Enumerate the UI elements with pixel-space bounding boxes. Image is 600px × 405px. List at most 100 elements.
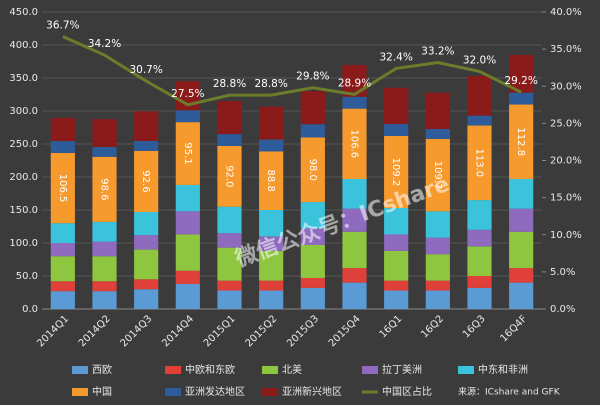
bar-segment	[92, 156, 117, 222]
y-tick-label: 0.0	[22, 304, 38, 315]
legend-swatch	[72, 388, 88, 396]
bar-segment	[384, 135, 409, 209]
bar-segment	[134, 235, 159, 250]
bar-segment	[50, 291, 75, 309]
y2-tick-label: 25.0%	[550, 118, 582, 129]
bar-segment	[217, 134, 242, 146]
y2-tick-label: 10.0%	[550, 230, 582, 241]
legend-swatch	[458, 366, 474, 374]
bar-segment	[217, 247, 242, 281]
bar-segment	[425, 237, 450, 255]
bar-segment	[425, 280, 450, 291]
legend-label: 中国	[92, 385, 112, 398]
bar-segment	[259, 280, 284, 291]
data-label: 98.6	[99, 178, 110, 200]
y-tick-label: 450.0	[9, 7, 38, 18]
bar-segment	[342, 65, 367, 97]
y-tick-label: 250.0	[9, 139, 38, 150]
bar-segment	[50, 117, 75, 142]
y2-tick-label: 40.0%	[550, 7, 582, 18]
line-label: 34.2%	[88, 38, 121, 50]
bar-segment	[467, 276, 492, 288]
legend-swatch	[72, 366, 88, 374]
bar-segment	[50, 141, 75, 153]
y-tick-label: 300.0	[9, 106, 38, 117]
bar-segment	[134, 289, 159, 309]
data-label: 92.0	[224, 165, 235, 187]
legend-label: 亚洲发达地区	[185, 385, 245, 398]
bar-segment	[384, 234, 409, 251]
bar-segment	[425, 290, 450, 309]
legend-label: 拉丁美洲	[382, 363, 422, 376]
bar-segment	[509, 92, 534, 105]
bar-segment	[300, 124, 325, 138]
legend-swatch	[262, 366, 278, 374]
bar-segment	[425, 211, 450, 238]
bar-segment	[425, 129, 450, 139]
legend-label: 中国区占比	[382, 385, 432, 398]
legend-swatch	[165, 388, 181, 396]
bar-segment	[467, 287, 492, 309]
data-label: 109.7	[432, 161, 443, 190]
y2-tick-label: 30.0%	[550, 81, 582, 92]
bar-segment	[134, 279, 159, 290]
data-label: 106.6	[349, 129, 360, 158]
source: 来源：ICshare and GFK	[458, 387, 561, 398]
bar-segment	[50, 243, 75, 257]
bar-segment	[300, 287, 325, 309]
legend-label: 亚洲新兴地区	[282, 385, 342, 398]
bar-segment	[259, 139, 284, 152]
line-label: 36.7%	[46, 20, 79, 32]
bar-segment	[92, 119, 117, 147]
bar-segment	[217, 290, 242, 309]
bar-segment	[92, 146, 117, 157]
data-label: 109.2	[390, 158, 401, 187]
line-label: 33.2%	[421, 45, 454, 57]
legend-swatch	[262, 388, 278, 396]
data-label: 106.5	[57, 174, 68, 203]
data-label: 92.6	[140, 170, 151, 192]
bar-segment	[134, 211, 159, 236]
bar-segment	[425, 254, 450, 281]
bar-segment	[509, 268, 534, 283]
bar-segment	[92, 221, 117, 242]
bar-segment	[134, 140, 159, 151]
line-label: 28.9%	[338, 77, 371, 89]
bar-segment	[217, 145, 242, 207]
bar-segment	[384, 290, 409, 309]
y2-tick-label: 5.0%	[550, 267, 575, 278]
legend-label: 西欧	[92, 364, 112, 376]
bar-segment	[509, 178, 534, 209]
bar-segment	[217, 280, 242, 291]
bar-segment	[384, 250, 409, 281]
line-series	[62, 35, 522, 107]
bar-segment	[50, 256, 75, 282]
bar-segment	[217, 101, 242, 135]
bar-segment	[509, 231, 534, 269]
data-label: 88.8	[265, 170, 276, 192]
bar-segment	[50, 281, 75, 292]
legend-swatch	[165, 366, 181, 374]
bar-segment	[175, 234, 200, 271]
line-label: 28.8%	[213, 78, 246, 90]
bar-segment	[300, 91, 325, 125]
bar-segment	[467, 115, 492, 126]
y-tick-label: 100.0	[9, 238, 38, 249]
bar-segment	[134, 150, 159, 212]
bar-segment	[300, 228, 325, 245]
bar-segment	[467, 125, 492, 201]
bar-segment	[300, 244, 325, 278]
bar-segment	[259, 106, 284, 140]
bar-segment	[92, 256, 117, 282]
bar-segment	[259, 250, 284, 281]
bar-segment	[509, 208, 534, 232]
bar-segment	[384, 280, 409, 291]
bar-segment	[175, 270, 200, 284]
bar-segment	[175, 110, 200, 123]
bar-segment	[425, 138, 450, 212]
bar-segment	[300, 202, 325, 229]
y-tick-label: 400.0	[9, 40, 38, 51]
line-label: 32.4%	[379, 51, 412, 63]
bar-segment	[259, 151, 284, 210]
